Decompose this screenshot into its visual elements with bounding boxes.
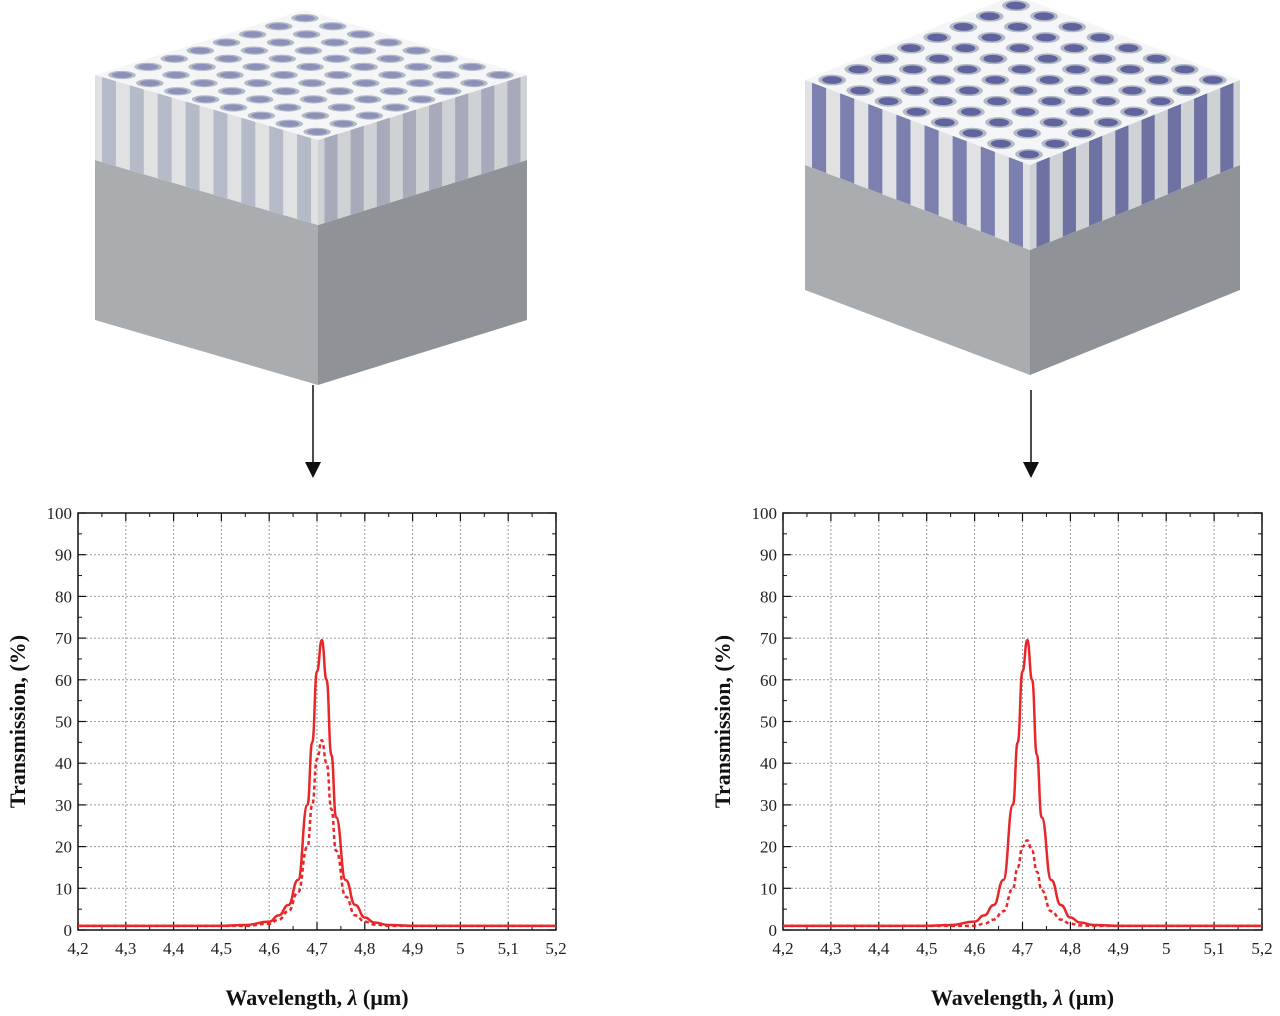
y-tick-label: 0 [769,921,778,940]
y-tick-label: 60 [55,671,72,690]
x-tick-label: 4,7 [306,939,328,958]
top-face [805,0,1240,165]
structure-right [805,0,1240,375]
x-tick-label: 5 [456,939,465,958]
x-tick-label: 4,3 [820,939,841,958]
x-tick-label: 4,6 [259,939,280,958]
x-tick-label: 5 [1162,939,1171,958]
x-tick-label: 4,7 [1012,939,1034,958]
y-tick-label: 0 [64,921,73,940]
x-tick-label: 4,5 [916,939,937,958]
y-tick-label: 20 [55,838,72,857]
y-tick-label: 50 [55,713,72,732]
series-solid-line [783,638,1262,928]
y-axis-label: Transmission, (%) [5,635,30,808]
y-tick-label: 40 [55,754,72,773]
base-right-face [1030,165,1240,375]
x-tick-label: 4,3 [115,939,136,958]
pillar-left-face [95,75,318,225]
base-left-face [805,165,1030,375]
x-tick-label: 4,5 [211,939,232,958]
y-tick-label: 20 [760,838,777,857]
base-left-face [95,160,318,385]
y-tick-label: 60 [760,671,777,690]
x-tick-label: 5,2 [1251,939,1272,958]
y-tick-label: 90 [55,546,72,565]
y-tick-label: 40 [760,754,777,773]
y-tick-label: 90 [760,546,777,565]
y-tick-label: 100 [752,504,778,523]
y-tick-label: 80 [760,587,777,606]
y-tick-label: 50 [760,713,777,732]
y-tick-label: 100 [47,504,73,523]
y-tick-label: 10 [55,879,72,898]
y-axis-label: Transmission, (%) [710,635,735,808]
x-tick-label: 4,9 [1108,939,1129,958]
y-tick-label: 70 [55,629,72,648]
x-tick-label: 4,6 [964,939,985,958]
pillar-right-face [318,75,527,225]
x-tick-label: 5,1 [498,939,519,958]
x-tick-label: 5,1 [1203,939,1224,958]
structure-left [95,10,527,385]
y-tick-label: 10 [760,879,777,898]
y-tick-label: 70 [760,629,777,648]
chart-2: 4,2 4,3 4,4 4,5 4,6 4,7 4,8 4,9 5 5,1 5,2 0 10 20 30 40… [710,504,1273,1010]
x-axis-label: Wavelength, λ (µm) [225,985,408,1010]
series-solid-line [78,638,556,928]
y-tick-label: 30 [760,796,777,815]
base-right-face [318,160,527,385]
arrow-down-icon [305,385,321,478]
x-axis-label: Wavelength, λ (µm) [931,985,1114,1010]
chart-1: 4,2 4,3 4,4 4,5 4,6 4,7 4,8 4,9 5 5,1 5,2 0 10 20 30 40… [5,504,567,1010]
plot-frame [77,512,557,931]
y-tick-label: 30 [55,796,72,815]
plot-frame [782,512,1263,931]
x-tick-label: 4,4 [868,939,890,958]
x-tick-label: 4,4 [163,939,185,958]
pillar-left-face [805,80,1030,250]
x-tick-label: 4,8 [1060,939,1081,958]
x-tick-label: 4,9 [402,939,423,958]
y-tick-label: 80 [55,587,72,606]
x-tick-label: 4,2 [67,939,88,958]
series-dashed-line [783,839,1262,928]
pillar-right-face [1030,80,1240,250]
top-face [95,10,527,140]
x-tick-label: 5,2 [545,939,566,958]
series-dashed-line [78,739,556,928]
x-tick-label: 4,8 [354,939,375,958]
x-tick-label: 4,2 [772,939,793,958]
arrow-down-icon [1023,390,1039,478]
